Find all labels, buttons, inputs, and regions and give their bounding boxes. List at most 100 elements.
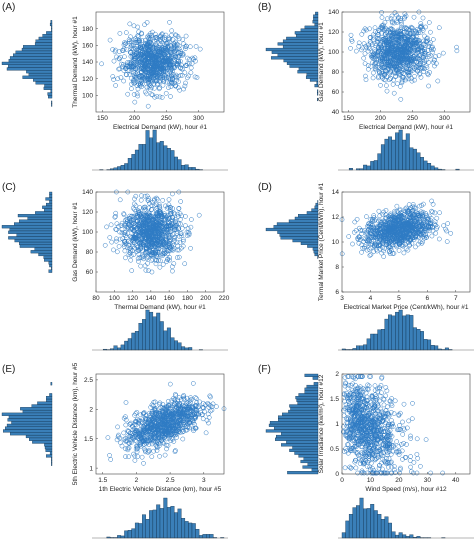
y-hist-bar — [9, 56, 53, 60]
y-hist-bar — [280, 236, 319, 240]
scatter-point — [114, 54, 119, 60]
x-hist-bar — [420, 157, 424, 171]
scatter-point — [346, 234, 352, 239]
scatter-point — [183, 80, 188, 86]
y-hist-bar — [282, 45, 319, 49]
scatter-point — [416, 65, 422, 70]
x-tick-label: 100 — [109, 295, 120, 302]
y-hist-bar — [49, 451, 53, 455]
scatter-point — [387, 63, 392, 69]
scatter-point — [123, 454, 128, 459]
scatter-point — [432, 57, 437, 63]
y-hist-bar — [43, 255, 53, 259]
scatter-point — [426, 20, 432, 25]
scatter-point — [115, 76, 121, 82]
scatter-point — [422, 48, 427, 54]
x-hist-bar — [427, 339, 432, 351]
scatter-point — [109, 239, 115, 245]
x-hist-bar — [395, 132, 400, 171]
scatter-point — [135, 93, 141, 99]
x-hist-bar — [352, 348, 357, 351]
scatter-point — [168, 50, 173, 55]
scatter-point — [116, 66, 122, 72]
y-hist-bar — [265, 47, 319, 52]
x-hist-bar — [120, 535, 125, 539]
y-hist-bar — [35, 81, 53, 85]
scatter-point — [150, 45, 156, 51]
scatter-point — [379, 10, 384, 15]
x-tick-label: 150 — [343, 115, 354, 122]
scatter-point — [171, 46, 177, 51]
scatter-point — [171, 63, 177, 69]
y-tick-label: 12 — [332, 214, 340, 221]
scatter-point — [412, 73, 417, 79]
scatter-point — [142, 59, 148, 65]
scatter-point — [420, 15, 426, 21]
scatter-point — [176, 36, 182, 42]
y-hist-bar — [44, 443, 53, 447]
scatter-point — [363, 43, 369, 49]
scatter-point — [430, 37, 436, 42]
scatter-point — [136, 34, 141, 40]
scatter-point — [119, 226, 125, 232]
scatter-point — [388, 75, 393, 81]
x-hist-bar — [388, 314, 392, 351]
scatter-point — [185, 55, 190, 61]
y-hist-bar — [42, 34, 53, 38]
x-hist-bar — [380, 329, 385, 351]
scatter-point — [149, 74, 154, 80]
scatter-point — [352, 219, 358, 225]
scatter-point — [137, 78, 143, 84]
x-hist-bar — [138, 144, 143, 171]
scatter-point — [171, 41, 177, 46]
scatter-point — [394, 63, 400, 68]
scatter-point — [135, 65, 140, 71]
x-hist-bar — [402, 139, 407, 171]
x-hist-bar — [373, 333, 378, 351]
scatter-point — [375, 36, 380, 41]
scatter-point — [173, 74, 178, 80]
scatter-point — [367, 253, 373, 258]
y-hist-bar — [51, 103, 53, 107]
x-hist-bar — [170, 150, 175, 171]
x-hist-bar — [138, 523, 143, 539]
scatter-point — [131, 201, 137, 207]
x-hist-bar — [159, 508, 164, 539]
scatter-point — [436, 236, 442, 242]
scatter-point — [383, 60, 389, 65]
y-hist-bar — [51, 25, 53, 29]
y-histogram — [1, 382, 53, 466]
x-hist-bar — [370, 161, 375, 171]
scatter-point — [426, 60, 432, 65]
scatter-point — [146, 36, 151, 41]
scatter-point — [158, 67, 163, 72]
scatter-points — [102, 189, 202, 275]
scatter-point — [151, 53, 157, 59]
scatter-point — [373, 41, 378, 47]
scatter-point — [190, 55, 195, 61]
scatter-point — [384, 88, 390, 94]
y-hist-bar — [43, 86, 53, 90]
x-hist-bar — [152, 509, 157, 539]
x-histogram — [338, 129, 474, 171]
x-hist-bar — [138, 323, 143, 351]
scatter-point — [376, 69, 382, 74]
x-axis-label: Thermal Demand (kW), hour #1 — [114, 304, 206, 311]
scatter-point — [389, 13, 395, 19]
y-hist-bar — [265, 227, 319, 232]
y-hist-bar — [17, 214, 53, 218]
scatter-point — [147, 37, 153, 43]
scatter-point — [146, 268, 151, 273]
y-hist-bar — [45, 448, 53, 452]
scatter-point — [416, 53, 422, 59]
y-hist-bar — [288, 219, 319, 223]
scatter-point — [403, 48, 409, 54]
y-hist-bar — [19, 241, 53, 245]
scatter-point — [138, 73, 144, 78]
scatter-point — [146, 35, 152, 40]
scatter-point — [175, 73, 181, 79]
x-axis-label: Electrical Demand (kW), hour #1 — [359, 124, 453, 131]
y-hist-bar — [46, 202, 53, 207]
scatter-point — [139, 64, 145, 70]
scatter-point — [170, 268, 175, 274]
